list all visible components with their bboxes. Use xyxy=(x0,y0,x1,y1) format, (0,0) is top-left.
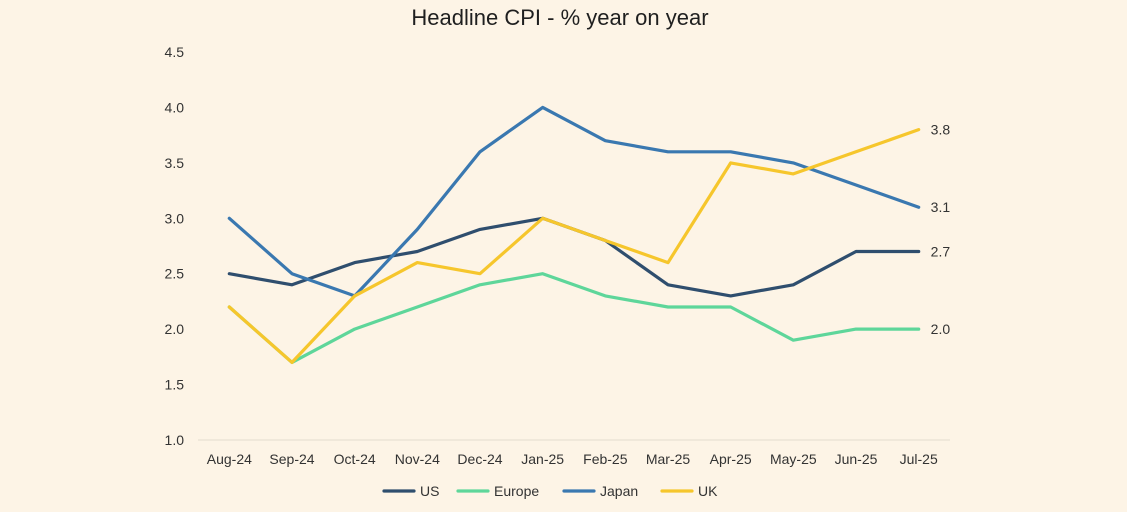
x-tick-label: May-25 xyxy=(770,451,817,467)
end-label-uk: 3.8 xyxy=(931,122,951,138)
x-tick-label: Mar-25 xyxy=(646,451,691,467)
x-tick-label: Dec-24 xyxy=(457,451,502,467)
legend: US Europe Japan UK xyxy=(382,483,718,499)
end-label-us: 2.7 xyxy=(931,244,951,260)
y-tick-label: 3.5 xyxy=(165,155,185,171)
end-label-europe: 2.0 xyxy=(931,321,951,337)
y-tick-label: 1.0 xyxy=(165,432,185,448)
legend-item-japan: Japan xyxy=(562,483,638,499)
chart-title: Headline CPI - % year on year xyxy=(411,5,708,30)
legend-item-europe: Europe xyxy=(456,483,539,499)
legend-item-us: US xyxy=(382,483,439,499)
x-tick-label: Aug-24 xyxy=(207,451,252,467)
y-tick-label: 3.0 xyxy=(165,210,185,226)
x-tick-label: Nov-24 xyxy=(395,451,440,467)
x-tick-label: Jul-25 xyxy=(900,451,938,467)
series-line-uk xyxy=(227,128,921,364)
axes: 4.5 4.0 3.5 3.0 2.5 2.0 1.5 1.0 Aug-24 Sep-24 Oct-… xyxy=(165,44,950,467)
x-tick-label: Jun-25 xyxy=(835,451,878,467)
x-tick-label: Oct-24 xyxy=(334,451,376,467)
legend-label: UK xyxy=(698,483,718,499)
legend-label: US xyxy=(420,483,439,499)
series-line-europe xyxy=(227,272,921,364)
y-tick-label: 1.5 xyxy=(165,377,185,393)
y-tick-label: 4.0 xyxy=(165,99,185,115)
legend-label: Europe xyxy=(494,483,539,499)
legend-item-uk: UK xyxy=(660,483,718,499)
y-tick-label: 2.5 xyxy=(165,266,185,282)
y-tick-label: 2.0 xyxy=(165,321,185,337)
series-line-japan xyxy=(227,105,921,298)
x-tick-label: Sep-24 xyxy=(269,451,314,467)
x-tick-label: Jan-25 xyxy=(521,451,564,467)
x-tick-label: Feb-25 xyxy=(583,451,628,467)
legend-label: Japan xyxy=(600,483,638,499)
series-lines xyxy=(227,105,921,364)
y-tick-label: 4.5 xyxy=(165,44,185,60)
x-tick-label: Apr-25 xyxy=(710,451,752,467)
end-labels: 2.7 2.0 3.1 3.8 xyxy=(931,122,951,338)
end-label-japan: 3.1 xyxy=(931,199,951,215)
